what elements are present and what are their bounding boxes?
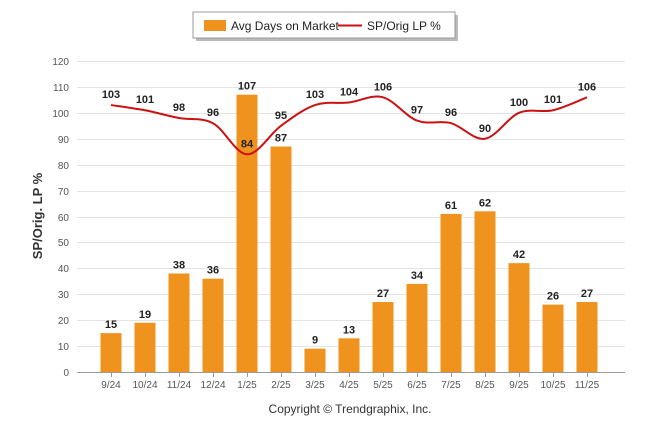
bar — [202, 278, 224, 372]
x-tick-label: 10/24 — [132, 380, 157, 391]
y-tick-label: 110 — [53, 83, 69, 94]
line-value-label: 98 — [173, 102, 185, 114]
bar — [372, 302, 394, 372]
y-tick-label: 40 — [58, 264, 70, 275]
legend-bar-label: Avg Days on Market — [231, 19, 339, 33]
gridlines — [77, 61, 625, 373]
legend-bar-swatch — [204, 20, 226, 31]
y-tick-label: 80 — [58, 161, 70, 172]
line-value-label: 104 — [340, 86, 359, 98]
bar-value-label: 87 — [275, 133, 287, 145]
bar-value-label: 27 — [581, 288, 593, 300]
x-tick-label: 11/24 — [167, 380, 192, 391]
bar — [576, 302, 598, 372]
bar — [508, 263, 530, 372]
bar — [474, 211, 496, 372]
y-axis-label: SP/Orig. LP % — [30, 172, 45, 259]
x-tick-label: 5/25 — [373, 380, 393, 391]
bar-value-label: 13 — [343, 324, 355, 336]
bar — [338, 338, 360, 372]
bar-value-label: 61 — [445, 200, 457, 212]
line-value-label: 95 — [275, 110, 287, 122]
y-axis-ticks: 0 10 20 30 40 50 60 70 80 90 100 110 120 — [52, 57, 69, 379]
bar-data-labels: 15 19 38 36 107 87 9 13 27 34 61 62 42 26 27 — [105, 81, 593, 347]
bar-value-label: 38 — [173, 260, 185, 272]
x-tick-label: 2/25 — [271, 380, 291, 391]
bar — [304, 348, 326, 372]
line-value-label: 106 — [374, 81, 392, 93]
sp-orig-lp-line — [110, 95, 588, 156]
y-tick-label: 100 — [52, 109, 69, 120]
legend-box — [192, 11, 456, 39]
line-value-label: 101 — [136, 94, 154, 106]
y-tick-label: 70 — [58, 187, 70, 198]
legend-line-label: SP/Orig LP % — [367, 19, 441, 33]
copyright-text: Copyright © Trendgraphix, Inc. — [269, 402, 432, 416]
x-tick-label: 4/25 — [339, 380, 359, 391]
x-tick-label: 11/25 — [575, 380, 600, 391]
y-tick-label: 30 — [58, 290, 70, 301]
bar-value-label: 107 — [238, 81, 256, 93]
x-tick-label: 1/25 — [237, 380, 257, 391]
line-value-label: 103 — [102, 89, 120, 101]
bar — [236, 94, 258, 373]
x-tick-label: 10/25 — [540, 380, 565, 391]
line-value-label: 101 — [544, 94, 562, 106]
y-tick-label: 90 — [58, 135, 70, 146]
bar-value-label: 15 — [105, 319, 117, 331]
x-axis-ticks: 9/24 10/24 11/24 12/24 1/25 2/25 3/25 4/25 5/25 6… — [101, 372, 600, 391]
bar — [270, 146, 292, 372]
line-data-labels: 103 101 98 96 84 95 103 104 106 97 96 90 100 101 106 — [102, 81, 596, 150]
line-value-label: 96 — [445, 107, 457, 119]
bar-value-label: 34 — [411, 270, 424, 282]
y-tick-label: 50 — [58, 238, 70, 249]
bar — [100, 333, 122, 372]
x-tick-label: 7/25 — [441, 380, 461, 391]
bar — [542, 304, 564, 372]
bars — [100, 94, 598, 373]
line-value-label: 97 — [411, 105, 423, 117]
bar-value-label: 36 — [207, 265, 219, 277]
line-value-label: 100 — [510, 97, 528, 109]
bar-value-label: 27 — [377, 288, 389, 300]
bar-value-label: 42 — [513, 249, 525, 261]
line-value-label: 96 — [207, 107, 219, 119]
y-tick-label: 120 — [52, 57, 69, 68]
y-tick-label: 60 — [58, 213, 70, 224]
bar-value-label: 9 — [312, 335, 318, 347]
legend: Avg Days on Market SP/Orig LP % — [192, 11, 458, 41]
x-tick-label: 3/25 — [305, 380, 325, 391]
x-tick-label: 6/25 — [407, 380, 427, 391]
y-tick-label: 0 — [63, 368, 69, 379]
bar-value-label: 26 — [547, 291, 559, 303]
line-value-label: 90 — [479, 123, 491, 135]
bar-value-label: 62 — [479, 197, 491, 209]
bar-value-label: 19 — [139, 309, 151, 321]
bar — [168, 273, 190, 372]
line-value-label: 103 — [306, 89, 324, 101]
bar — [134, 322, 156, 372]
x-tick-label: 9/25 — [509, 380, 529, 391]
bar — [406, 283, 428, 372]
line-value-label: 106 — [578, 81, 596, 93]
y-tick-label: 10 — [58, 342, 70, 353]
x-tick-label: 9/24 — [101, 380, 121, 391]
line-value-label: 84 — [241, 138, 254, 150]
bar — [440, 213, 462, 372]
x-tick-label: 12/24 — [200, 380, 225, 391]
x-tick-label: 8/25 — [475, 380, 495, 391]
y-tick-label: 20 — [58, 316, 70, 327]
